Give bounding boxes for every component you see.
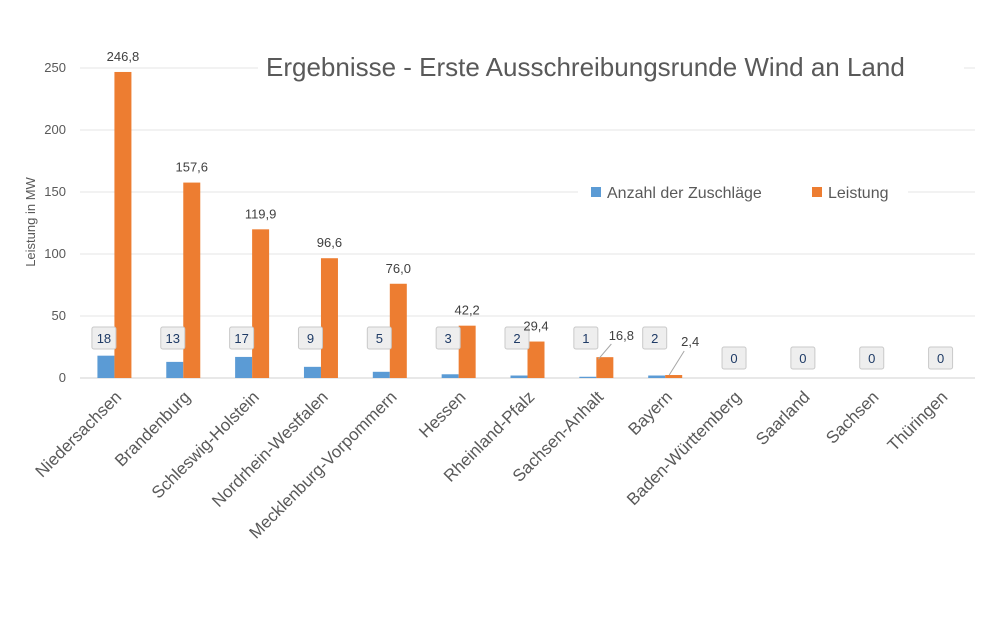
y-tick-label: 50 [52,308,66,323]
bar-leistung [114,71,132,378]
count-label: 0 [730,351,737,366]
bar-zuschlaege [510,375,528,378]
bar-zuschlaege [372,371,390,378]
count-label-box [721,346,747,370]
count-label: 18 [97,331,111,346]
y-tick-label: 150 [44,184,66,199]
bar-leistung [458,325,476,378]
value-label: 2,4 [681,334,699,349]
count-label: 0 [799,351,806,366]
y-tick-label: 100 [44,246,66,261]
count-label: 0 [937,351,944,366]
bar-zuschlaege [441,374,459,378]
category-label: Mecklenburg-Vorpommern [246,387,401,542]
chart-title: Ergebnisse - Erste Ausschreibungsrunde W… [266,52,905,82]
category-label: Thüringen [884,387,952,455]
leader-line [597,343,612,360]
count-label-box [160,326,186,350]
value-label: 157,6 [175,160,208,175]
count-label: 0 [868,351,875,366]
y-tick-label: 0 [59,370,66,385]
value-label: 76,0 [386,261,411,276]
count-label: 9 [307,331,314,346]
title-block: Ergebnisse - Erste Ausschreibungsrunde W… [258,50,964,84]
count-label-box [91,326,117,350]
count-label-box [573,326,599,350]
legend-swatch-zuschlaege [591,187,601,197]
count-label: 1 [582,331,589,346]
category-label: Saarland [752,387,814,449]
count-label: 13 [166,331,180,346]
y-tick-label: 200 [44,122,66,137]
count-label-box [790,346,816,370]
value-label: 119,9 [245,206,277,221]
bar-leistung [389,283,407,378]
value-label: 29,4 [523,319,548,334]
bar-zuschlaege [579,376,597,378]
value-label: 42,2 [454,303,479,318]
category-label: Bayern [624,387,676,439]
category-label: Niedersachsen [32,387,126,481]
value-label: 96,6 [317,235,342,250]
count-label-box [642,326,668,350]
count-label: 17 [234,331,248,346]
bar-leistung [183,182,201,378]
bar-zuschlaege [166,361,184,378]
count-label: 5 [376,331,383,346]
category-label: Sachsen [822,387,882,447]
axes: 050100150200250NiedersachsenBrandenburgS… [32,60,952,542]
category-label: Nordrhein-Westfalen [208,387,331,510]
bar-zuschlaege [648,375,666,378]
y-axis-title: Leistung in MW [23,176,38,266]
value-label: 16,8 [609,328,634,343]
bar-leistung [527,341,545,378]
y-tick-label: 250 [44,60,66,75]
count-label-box [859,346,885,370]
leader-line [668,350,685,376]
bar-zuschlaege [235,356,253,378]
bar-zuschlaege [97,355,115,378]
count-label-box [229,326,255,350]
legend-label-leistung: Leistung [828,185,889,202]
count-label-box [928,346,954,370]
count-label: 2 [651,331,658,346]
bars [97,71,683,378]
value-label: 246,8 [107,49,140,64]
legend-label-zuschlaege: Anzahl der Zuschläge [607,185,762,202]
category-label: Baden-Württemberg [623,387,745,509]
legend: Anzahl der Zuschläge Leistung [578,180,908,206]
count-label: 3 [445,331,452,346]
bar-zuschlaege [303,366,321,378]
count-label-box [504,326,530,350]
count-label-box [366,326,392,350]
bar-leistung [252,229,270,378]
count-label-box [435,326,461,350]
count-label-box [297,326,323,350]
bar-leistung [665,375,683,378]
bar-leistung [320,258,338,378]
bar-leistung [596,357,614,378]
category-label: Hessen [415,387,469,441]
count-label: 2 [513,331,520,346]
legend-swatch-leistung [812,187,822,197]
data-labels: 18246,813157,617119,9996,6576,0342,2229,… [91,49,954,376]
legend-bg [578,180,908,206]
